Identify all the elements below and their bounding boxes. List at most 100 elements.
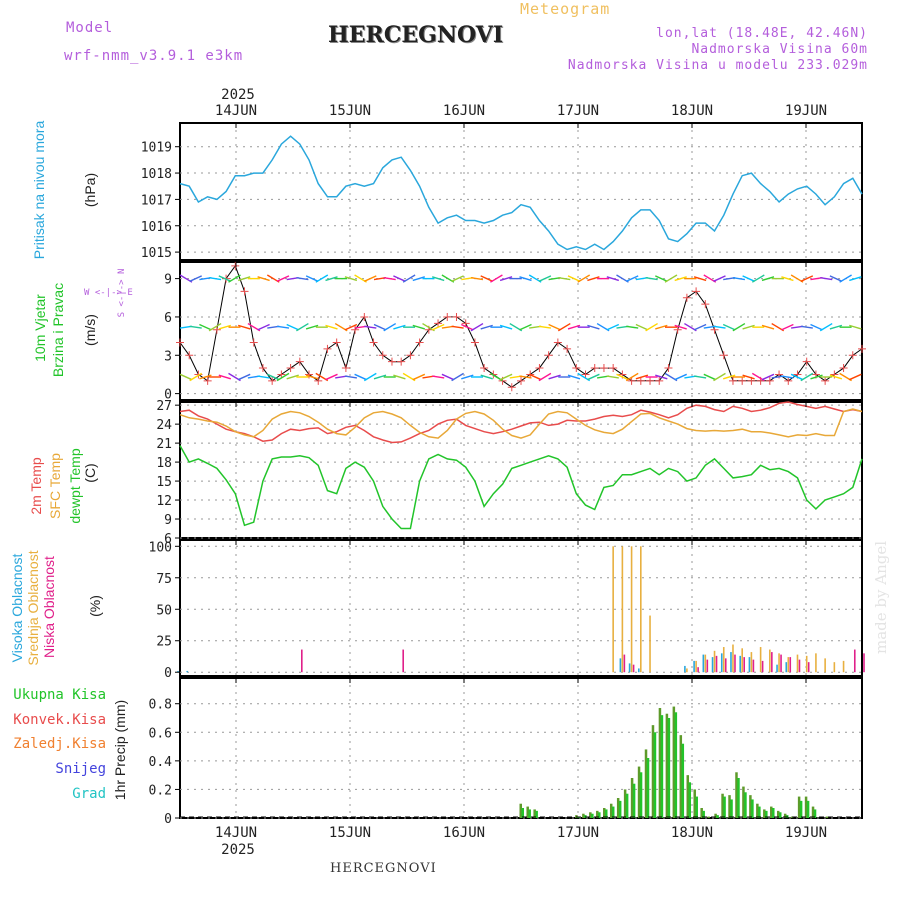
model-altitude: Nadmorska Visina u modelu 233.029m [567, 58, 868, 73]
precip-bar [749, 795, 752, 818]
wind-speed-mark [738, 376, 747, 385]
wind-arrow [810, 374, 823, 380]
ytick-label: 6 [164, 532, 172, 547]
wind-arrow [742, 374, 755, 380]
precip-bar [700, 808, 703, 818]
precip-bar [589, 812, 592, 818]
wind-arrow [625, 275, 639, 282]
wind-arrow [431, 276, 445, 282]
precip-bar [603, 808, 606, 818]
precip-bar [681, 743, 685, 818]
wind-arrow [344, 323, 358, 331]
wind-speed-mark [305, 370, 314, 379]
wind-arrow [451, 325, 464, 329]
xtick-label-bottom: 14JUN [215, 825, 257, 841]
wind-speed-mark [581, 370, 590, 379]
wind-arrow [325, 276, 338, 282]
wind-arrow [587, 324, 600, 330]
xtick-label-top: 15JUN [329, 103, 371, 119]
precip-bar [730, 799, 733, 818]
wind-arrow [296, 322, 309, 332]
xtick-label-bottom: 15JUN [329, 825, 371, 841]
wind-arrow [276, 372, 290, 382]
wind-speed-mark [286, 364, 295, 373]
wind-speed-mark [443, 312, 452, 321]
wind-arrow [305, 374, 319, 380]
wind-arrow [693, 375, 707, 379]
precip-bar [763, 809, 766, 818]
wind-speed-mark [277, 370, 286, 379]
wind-speed-mark [176, 338, 184, 347]
temp-line-1 [179, 408, 863, 439]
precip-bar [605, 809, 608, 818]
wind-arrow [606, 375, 619, 379]
wind-arrow [383, 277, 396, 281]
precip-bar [737, 778, 740, 818]
precip-bar [813, 809, 817, 818]
ytick-label: 0 [164, 666, 172, 681]
precip-bar [716, 815, 719, 818]
wind-speed-mark [728, 376, 737, 385]
wind-arrow [470, 322, 484, 332]
precip-bar [618, 800, 622, 818]
wind-arrow [461, 374, 474, 380]
wind-arrow [849, 373, 862, 381]
wind-arrow [208, 322, 222, 332]
wind-arrow [732, 277, 746, 281]
precip-bar [735, 772, 738, 818]
wind-arrow [276, 275, 290, 282]
precip-bar [658, 708, 662, 818]
precip-bar [714, 813, 717, 818]
wind-arrow [781, 276, 794, 282]
precip-bar [758, 806, 761, 818]
precip-bar [797, 796, 801, 818]
wind-arrow [829, 324, 843, 330]
wind-arrow [237, 276, 251, 282]
wind-speed-mark [692, 287, 701, 296]
wind-arrow [722, 323, 736, 331]
wind-arrow [344, 276, 358, 282]
precip-bar [623, 789, 627, 818]
wind-speed-mark [655, 376, 664, 385]
wind-arrow [431, 323, 445, 331]
wind-arrow [480, 275, 493, 282]
xtick-label-bottom: 18JUN [671, 825, 713, 841]
wind-arrow [722, 374, 736, 380]
wind-speed-mark [332, 338, 341, 347]
wind-arrow [625, 372, 639, 382]
ytick-label: 0.4 [149, 755, 173, 770]
wind-speed-mark [590, 364, 599, 373]
wind-arrow [674, 276, 687, 282]
panel-frame [179, 539, 863, 677]
wind-arrow [208, 277, 222, 281]
wind-arrow [412, 373, 426, 381]
ytick-label: 100 [149, 540, 172, 555]
wind-arrow [490, 274, 503, 283]
precip-bar [756, 803, 759, 818]
precip-bar [665, 713, 669, 818]
ytick-label: 3 [164, 349, 172, 364]
precip-bar [695, 796, 698, 818]
wind-arrow [655, 324, 668, 330]
panel-frame [179, 401, 863, 539]
precip-bar [778, 812, 782, 818]
wind-arrow [790, 373, 804, 381]
wind-speed-mark [719, 351, 728, 360]
wind-speed-mark [434, 319, 443, 328]
ytick-label: 0 [164, 388, 172, 403]
precip-bar [528, 809, 531, 818]
wind-arrow [199, 323, 212, 331]
wind-arrow [674, 373, 687, 381]
precip-bar [783, 813, 787, 818]
ytick-label: 1019 [141, 141, 172, 156]
axis-labels: 1015101610171018101903696912151821242702… [141, 87, 827, 858]
wind-arrow [781, 323, 794, 331]
wind-speed-mark [480, 364, 489, 373]
wind-arrow [237, 324, 251, 330]
precip-bar [632, 783, 636, 818]
ytick-label: 0 [164, 812, 172, 827]
wind-arrow [713, 325, 726, 329]
wind-arrow [305, 324, 319, 330]
wind-arrow [451, 372, 464, 382]
precip-bar [799, 800, 803, 818]
